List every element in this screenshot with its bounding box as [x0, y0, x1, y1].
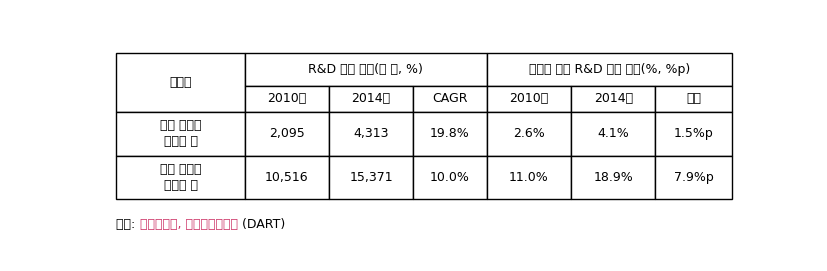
- Bar: [245, 156, 328, 199]
- Bar: [413, 156, 486, 199]
- Text: 2.6%: 2.6%: [513, 127, 544, 140]
- Text: 인력 연평균: 인력 연평균: [160, 119, 201, 132]
- Text: 11.0%: 11.0%: [509, 171, 548, 184]
- Bar: [486, 112, 571, 156]
- Bar: [116, 156, 245, 199]
- Bar: [655, 86, 732, 112]
- Bar: [245, 112, 328, 156]
- Bar: [116, 53, 245, 112]
- Text: 7.9%p: 7.9%p: [673, 171, 713, 184]
- Text: 2014년: 2014년: [351, 92, 390, 105]
- Bar: [245, 86, 328, 112]
- Text: 1.5%p: 1.5%p: [673, 127, 713, 140]
- Text: 4,313: 4,313: [353, 127, 389, 140]
- Bar: [486, 53, 732, 86]
- Text: 18.9%: 18.9%: [593, 171, 633, 184]
- Text: R&D 비용 합계(억 원, %): R&D 비용 합계(억 원, %): [308, 63, 423, 76]
- Text: 2,095: 2,095: [269, 127, 304, 140]
- Bar: [245, 53, 486, 86]
- Bar: [571, 86, 655, 112]
- Bar: [486, 156, 571, 199]
- Text: 2010년: 2010년: [267, 92, 306, 105]
- Text: 4.1%: 4.1%: [596, 127, 629, 140]
- Bar: [328, 156, 413, 199]
- Bar: [571, 156, 655, 199]
- Text: (DART): (DART): [237, 218, 284, 231]
- Text: 2014년: 2014년: [593, 92, 632, 105]
- Text: 매출액 대비 R&D 비용 비중(%, %p): 매출액 대비 R&D 비용 비중(%, %p): [528, 63, 690, 76]
- Text: 증감: 증감: [686, 92, 700, 105]
- Bar: [655, 112, 732, 156]
- Text: 증가율 高: 증가율 高: [163, 135, 198, 148]
- Text: 10,516: 10,516: [265, 171, 308, 184]
- Bar: [486, 86, 571, 112]
- Text: 2010년: 2010년: [509, 92, 547, 105]
- Text: 자료:: 자료:: [116, 218, 140, 231]
- Bar: [655, 156, 732, 199]
- Text: 인력 연평균: 인력 연평균: [160, 163, 201, 176]
- Text: CAGR: CAGR: [432, 92, 467, 105]
- Text: 10.0%: 10.0%: [429, 171, 470, 184]
- Bar: [328, 86, 413, 112]
- Bar: [413, 86, 486, 112]
- Text: 금융감독원, 전자공시시스템: 금융감독원, 전자공시시스템: [140, 218, 237, 231]
- Text: 19.8%: 19.8%: [429, 127, 470, 140]
- Bar: [116, 112, 245, 156]
- Text: 기업명: 기업명: [169, 76, 192, 89]
- Bar: [571, 112, 655, 156]
- Bar: [413, 112, 486, 156]
- Text: 15,371: 15,371: [349, 171, 393, 184]
- Bar: [328, 112, 413, 156]
- Text: 증가율 低: 증가율 低: [163, 179, 198, 192]
